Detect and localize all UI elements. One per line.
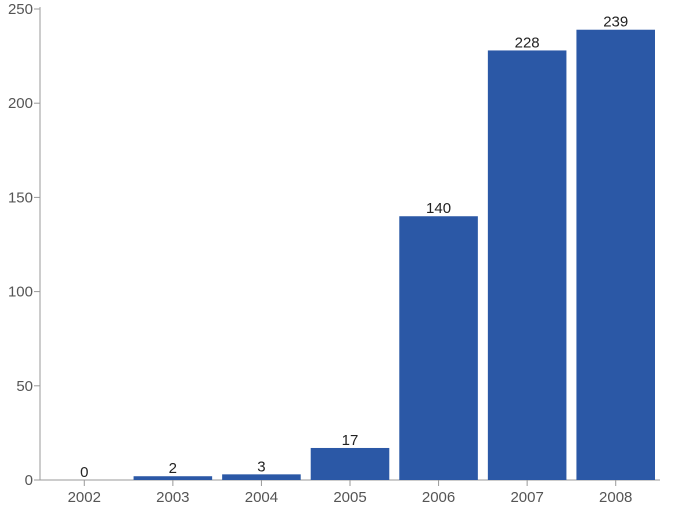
bar bbox=[576, 29, 655, 481]
bar bbox=[399, 216, 478, 481]
y-tick-label: 200 bbox=[8, 95, 33, 112]
y-tick-label: 0 bbox=[25, 472, 33, 489]
x-axis: 2002 2003 2004 2005 2006 2007 2008 bbox=[40, 479, 660, 506]
bars bbox=[133, 29, 655, 481]
x-tick-label: 2007 bbox=[510, 489, 543, 506]
y-tick-label: 100 bbox=[8, 284, 33, 301]
data-label: 3 bbox=[257, 458, 265, 475]
y-tick-label: 250 bbox=[8, 1, 33, 18]
data-labels: 0 2 3 17 140 228 239 bbox=[80, 14, 628, 481]
x-tick-label: 2005 bbox=[333, 489, 366, 506]
x-tick-label: 2002 bbox=[68, 489, 101, 506]
data-label: 2 bbox=[169, 460, 177, 477]
data-label: 0 bbox=[80, 464, 88, 481]
x-tick-label: 2004 bbox=[245, 489, 278, 506]
bar bbox=[133, 476, 213, 480]
y-tick-label: 150 bbox=[8, 189, 33, 206]
x-tick-label: 2003 bbox=[156, 489, 189, 506]
bar bbox=[310, 447, 390, 480]
data-label: 140 bbox=[426, 200, 451, 217]
y-tick-label: 50 bbox=[16, 378, 33, 395]
data-label: 228 bbox=[515, 34, 540, 51]
y-axis: 0 50 100 150 200 250 bbox=[8, 1, 41, 489]
data-label: 239 bbox=[603, 14, 628, 31]
x-tick-label: 2008 bbox=[599, 489, 632, 506]
bar bbox=[487, 50, 567, 480]
bar bbox=[222, 474, 301, 480]
data-label: 17 bbox=[342, 432, 359, 449]
x-tick-label: 2006 bbox=[422, 489, 455, 506]
